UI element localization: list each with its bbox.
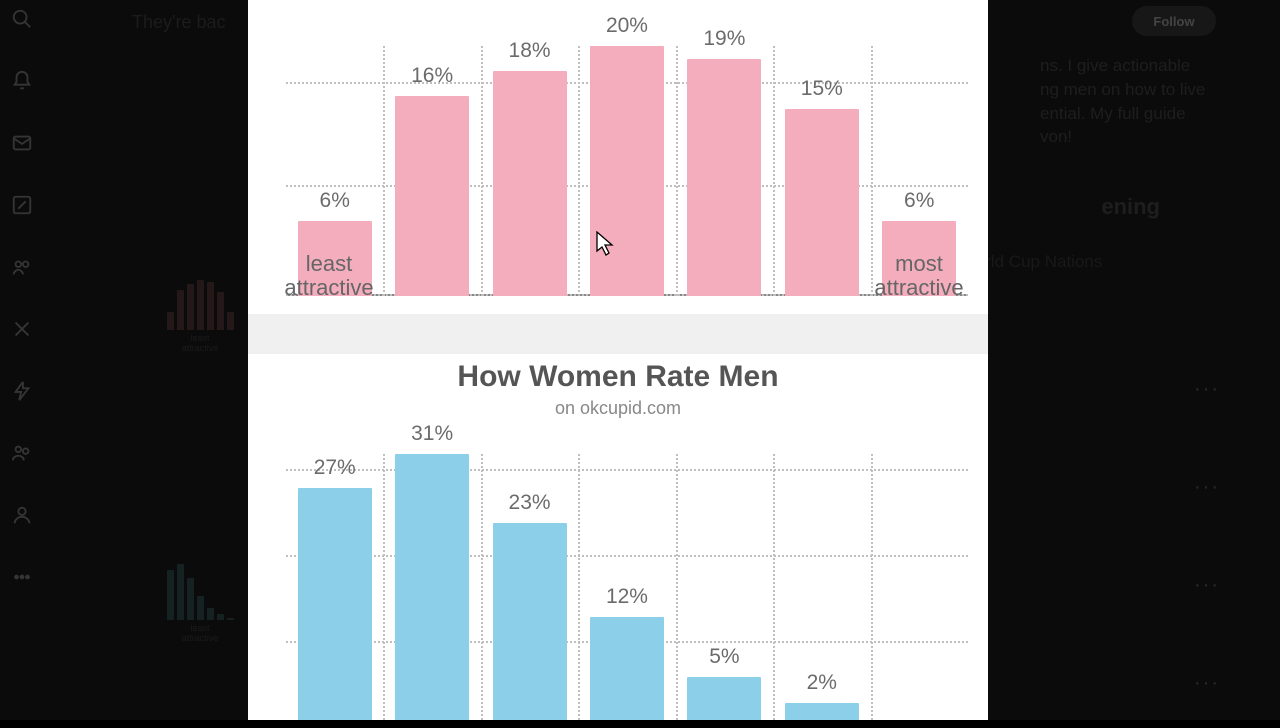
chart-bottom-bar-wrap: 5% <box>676 454 773 720</box>
chart-bottom-bar <box>493 523 567 720</box>
chart-top-bar <box>590 46 664 296</box>
chart-top-axis-right: most attractive <box>864 252 974 300</box>
chart-bottom-bar <box>590 617 664 720</box>
bg-ellipsis-2[interactable]: ··· <box>1194 476 1220 499</box>
chart-bottom-bar <box>687 677 761 720</box>
chart-bottom-bar-label: 5% <box>709 645 739 669</box>
chart-bottom-bar <box>785 703 859 720</box>
bg-right-item-1[interactable]: World Cup Nations <box>960 252 1220 272</box>
chart-top-bar-label: 6% <box>904 189 934 213</box>
chart-card: 6%16%18%20%19%15%6% least attractive mos… <box>248 0 988 720</box>
chart-bottom-bar-wrap: 27% <box>286 454 383 720</box>
chart-bottom: How Women Rate Men on okcupid.com 27% 31%… <box>268 360 968 720</box>
ellipsis-icon[interactable] <box>11 566 33 588</box>
bolt-icon[interactable] <box>11 380 33 402</box>
chart-bottom-bar-label: 2% <box>807 671 837 695</box>
bg-ellipsis-4[interactable]: ··· <box>1194 672 1220 695</box>
chart-bottom-bar-wrap: 2% <box>773 454 870 720</box>
card-divider <box>248 314 988 354</box>
chart-top-bar-wrap: 19% <box>676 46 773 296</box>
bg-mini-chart-bottom: least attractive <box>160 560 240 670</box>
bg-right-heading: ening <box>1101 194 1160 220</box>
compose-icon[interactable] <box>11 194 33 216</box>
chart-top-bar-wrap: 15% <box>773 46 870 296</box>
bg-ellipsis-1[interactable]: ··· <box>1194 378 1220 401</box>
bg-snippet-top: They're bac <box>132 10 252 34</box>
bg-mini-label-2: least attractive <box>182 624 219 644</box>
chart-bottom-bar-label: 27% <box>314 456 356 480</box>
chart-bottom-bar-wrap <box>871 454 968 720</box>
chart-top-bar <box>687 59 761 297</box>
bell-icon[interactable] <box>11 70 33 92</box>
chart-top-bar-label: 18% <box>509 39 551 63</box>
chart-bottom-subtitle: on okcupid.com <box>268 398 968 419</box>
chart-bottom-bar-label: 23% <box>509 491 551 515</box>
left-nav-rail <box>0 0 44 728</box>
bg-mini-label: least attractive <box>182 334 219 354</box>
community-icon[interactable] <box>11 256 33 278</box>
chart-bottom-bar-wrap: 23% <box>481 454 578 720</box>
chart-top-bar <box>395 96 469 296</box>
bg-right-blurb: ns. I give actionable ng men on how to l… <box>1040 54 1260 149</box>
chart-top-bar-wrap: 20% <box>578 46 675 296</box>
chart-bottom-bar <box>298 488 372 720</box>
chart-top: 6%16%18%20%19%15%6% least attractive mos… <box>268 0 968 296</box>
group-icon[interactable] <box>11 442 33 464</box>
chart-bottom-bar-wrap: 12% <box>578 454 675 720</box>
chart-top-bar-wrap: 18% <box>481 46 578 296</box>
chart-top-bar <box>493 71 567 296</box>
mail-icon[interactable] <box>11 132 33 154</box>
chart-bottom-bar <box>395 454 469 720</box>
chart-bottom-bar-label: 12% <box>606 585 648 609</box>
search-icon[interactable] <box>11 8 33 30</box>
chart-bottom-title: How Women Rate Men <box>268 360 968 394</box>
chart-bottom-bars: 27% 31% 23% 12% 5% 2% <box>286 454 968 720</box>
chart-top-bar-label: 6% <box>320 189 350 213</box>
chart-top-bar-label: 16% <box>411 64 453 88</box>
profile-icon[interactable] <box>11 504 33 526</box>
chart-bottom-bar-label: 31% <box>411 422 453 446</box>
chart-top-bar-label: 15% <box>801 77 843 101</box>
chart-top-bar <box>785 109 859 297</box>
chart-top-bar-label: 20% <box>606 14 648 38</box>
chart-top-bar-label: 19% <box>703 27 745 51</box>
chart-bottom-bar-wrap: 31% <box>383 454 480 720</box>
follow-button[interactable]: Follow <box>1132 6 1216 36</box>
x-icon[interactable] <box>11 318 33 340</box>
bg-mini-chart-top: least attractive <box>160 270 240 380</box>
bg-ellipsis-3[interactable]: ··· <box>1194 574 1220 597</box>
chart-top-axis-left: least attractive <box>274 252 384 300</box>
chart-bottom-plot: 27% 31% 23% 12% 5% 2% <box>286 454 968 720</box>
chart-top-bar-wrap: 16% <box>383 46 480 296</box>
